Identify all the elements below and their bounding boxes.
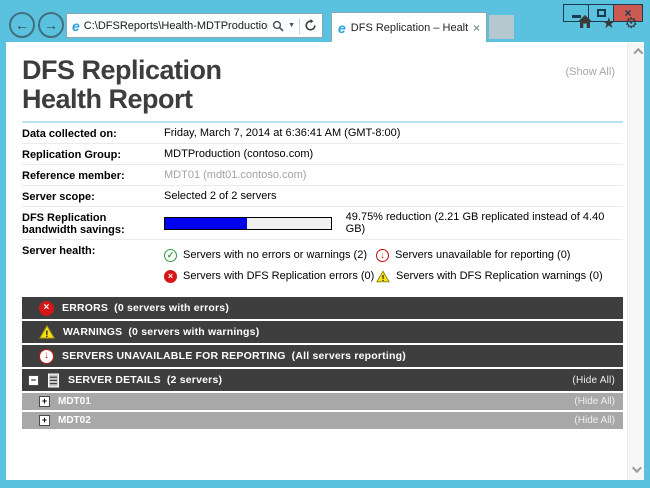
tab-close-icon[interactable]: × — [472, 20, 480, 35]
section-title: ERRORS — [62, 302, 109, 314]
maximize-icon — [596, 9, 606, 17]
search-icon[interactable] — [272, 20, 284, 32]
page-title: DFS Replication Health Report — [22, 56, 623, 114]
field-row-data-collected: Data collected on: Friday, March 7, 2014… — [22, 123, 623, 144]
expand-toggle-icon[interactable]: + — [39, 415, 50, 426]
section-errors[interactable]: × ERRORS (0 servers with errors) — [22, 297, 623, 319]
field-row-server-scope: Server scope: Selected 2 of 2 servers — [22, 186, 623, 207]
svg-text:!: ! — [382, 273, 385, 282]
minimize-icon — [571, 14, 581, 18]
close-button[interactable]: × — [613, 4, 643, 22]
server-name: MDT02 — [58, 415, 91, 426]
address-input[interactable]: C:\DFSReports\Health-MDTProduction-07M — [83, 19, 268, 32]
section-detail: (All servers reporting) — [291, 350, 406, 362]
tab-dfs-replication-health-report[interactable]: e DFS Replication – Health Re... × — [331, 12, 487, 42]
field-row-reference-member: Reference member: MDT01 (mdt01.contoso.c… — [22, 165, 623, 186]
bandwidth-progress-bar — [164, 216, 332, 230]
forward-button[interactable]: → — [38, 12, 64, 38]
report-sections: × ERRORS (0 servers with errors) ! WARNI… — [22, 297, 623, 429]
toolbar-icons: ★ ⚙ — [577, 14, 638, 32]
settings-gear-icon[interactable]: ⚙ — [624, 14, 638, 32]
field-value: Friday, March 7, 2014 at 6:36:41 AM (GMT… — [164, 127, 401, 139]
hide-all-link[interactable]: (Hide All) — [574, 396, 615, 407]
close-icon: × — [624, 6, 632, 20]
field-label: Server scope: — [22, 191, 95, 203]
field-value: MDTProduction (contoso.com) — [164, 148, 314, 160]
page-content: DFS Replication Health Report (Show All)… — [6, 42, 644, 480]
section-title: SERVER DETAILS — [68, 374, 161, 386]
field-label: Server health: — [22, 245, 96, 257]
hide-all-link[interactable]: (Hide All) — [572, 374, 615, 386]
field-label: Replication Group: — [22, 149, 121, 161]
ie-icon: e — [338, 19, 346, 36]
scroll-down-icon[interactable] — [631, 463, 642, 474]
server-row-mdt02[interactable]: + MDT02 (Hide All) — [22, 412, 623, 429]
back-button[interactable]: ← — [9, 12, 35, 38]
address-divider — [299, 17, 300, 34]
section-detail: (0 servers with errors) — [114, 302, 230, 314]
field-label: Reference member: — [22, 170, 125, 182]
ie-icon: e — [72, 17, 80, 34]
window-controls: × — [563, 4, 643, 22]
favorites-star-icon[interactable]: ★ — [602, 14, 616, 32]
scroll-up-icon[interactable] — [632, 47, 644, 58]
red-x-icon: × — [39, 300, 54, 316]
server-name: MDT01 — [58, 396, 91, 407]
field-row-replication-group: Replication Group: MDTProduction (contos… — [22, 144, 623, 165]
new-tab-button[interactable] — [489, 15, 514, 39]
bandwidth-progress-fill — [165, 217, 248, 229]
red-down-arrow-icon: ↓ — [39, 348, 54, 364]
field-label: DFS Replication bandwidth savings: — [22, 212, 125, 236]
page-title-line2: Health Report — [22, 84, 193, 114]
collapse-toggle-icon[interactable]: − — [28, 374, 39, 386]
browser-toolbar: ← → e C:\DFSReports\Health-MDTProduction… — [0, 10, 650, 42]
back-arrow-icon: ← — [15, 17, 29, 33]
health-item-text: Servers with no errors or warnings (2) — [183, 249, 368, 261]
warning-triangle-icon: ! — [376, 269, 390, 283]
bandwidth-caption: 49.75% reduction (2.21 GB replicated ins… — [345, 211, 605, 235]
show-all-link[interactable]: (Show All) — [565, 66, 615, 78]
section-server-details[interactable]: − SERVER DETAILS (2 servers) (Hide All) — [22, 369, 623, 391]
section-detail: (0 servers with warnings) — [128, 326, 260, 338]
tab-title: DFS Replication – Health Re... — [350, 21, 468, 34]
health-item-text: Servers unavailable for reporting (0) — [395, 249, 571, 261]
address-dropdown-icon[interactable]: ▼ — [288, 22, 295, 29]
field-label: Data collected on: — [22, 128, 117, 140]
server-icon — [47, 373, 60, 388]
section-detail: (2 servers) — [166, 374, 223, 386]
title-divider — [22, 121, 623, 123]
health-item-text: Servers with DFS Replication errors (0) — [183, 270, 375, 282]
red-x-icon: × — [164, 269, 177, 283]
health-item-unavailable: ↓ Servers unavailable for reporting (0) — [376, 245, 623, 265]
svg-text:!: ! — [45, 329, 48, 339]
section-title: SERVERS UNAVAILABLE FOR REPORTING — [62, 350, 286, 362]
health-item-warnings: ! Servers with DFS Replication warnings … — [376, 266, 623, 286]
expand-toggle-icon[interactable]: + — [39, 396, 50, 407]
forward-arrow-icon: → — [44, 17, 58, 33]
hide-all-link[interactable]: (Hide All) — [574, 415, 615, 426]
field-value: MDT01 (mdt01.contoso.com) — [164, 169, 307, 181]
section-servers-unavailable[interactable]: ↓ SERVERS UNAVAILABLE FOR REPORTING (All… — [22, 345, 623, 367]
green-check-icon: ✓ — [164, 248, 177, 262]
section-warnings[interactable]: ! WARNINGS (0 servers with warnings) — [22, 321, 623, 343]
health-report-page: DFS Replication Health Report (Show All)… — [6, 42, 627, 480]
field-row-server-health: Server health: ✓ Servers with no errors … — [22, 240, 623, 289]
warning-triangle-icon: ! — [39, 325, 55, 339]
refresh-icon[interactable] — [304, 19, 317, 32]
field-row-bandwidth-savings: DFS Replication bandwidth savings: 49.75… — [22, 207, 623, 240]
health-item-errors: × Servers with DFS Replication errors (0… — [164, 266, 376, 286]
page-title-line1: DFS Replication — [22, 55, 222, 85]
home-icon[interactable] — [577, 14, 593, 32]
server-row-mdt01[interactable]: + MDT01 (Hide All) — [22, 393, 623, 410]
section-title: WARNINGS — [63, 326, 123, 338]
vertical-scrollbar[interactable] — [627, 42, 644, 480]
health-item-no-errors: ✓ Servers with no errors or warnings (2) — [164, 245, 376, 265]
red-down-arrow-icon: ↓ — [376, 248, 389, 262]
address-bar[interactable]: e C:\DFSReports\Health-MDTProduction-07M… — [66, 13, 323, 38]
health-item-text: Servers with DFS Replication warnings (0… — [396, 270, 603, 282]
field-value: Selected 2 of 2 servers — [164, 190, 277, 202]
